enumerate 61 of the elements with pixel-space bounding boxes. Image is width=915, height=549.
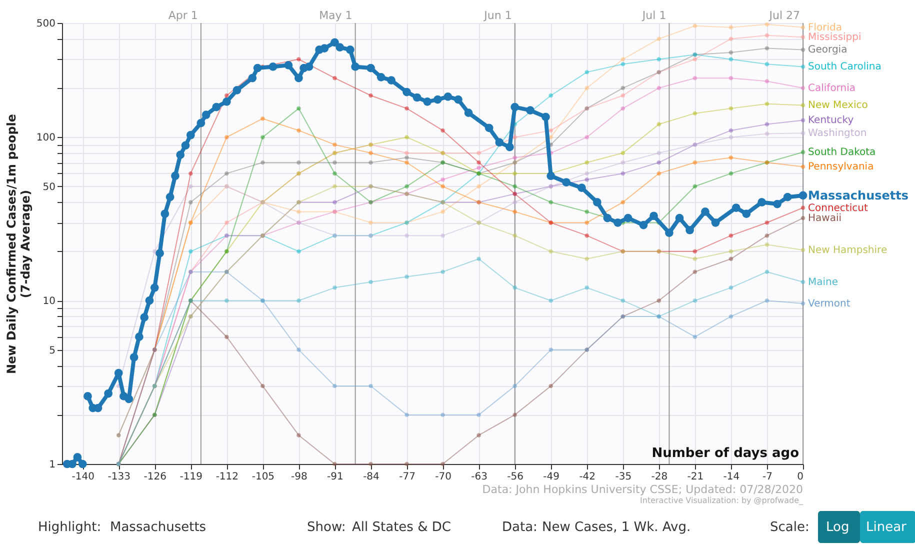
- x-tick-label: -98: [291, 472, 308, 482]
- x-tick-label: -77: [399, 472, 416, 482]
- series-label: Maine: [808, 276, 838, 288]
- series-label: South Dakota: [808, 147, 876, 158]
- x-tick-label: 0: [797, 472, 804, 482]
- text: Show:: [307, 520, 346, 535]
- y-tick-label: 50: [42, 182, 56, 193]
- x-tick-label: -112: [216, 472, 239, 482]
- x-tick-label: -63: [471, 472, 488, 482]
- text: Data: John Hopkins University CSSE; Updated: 07/28/2020: [482, 483, 803, 496]
- x-tick-label: -35: [615, 472, 632, 482]
- text: Highlight:: [38, 520, 102, 535]
- series-label: Hawaii: [808, 213, 842, 224]
- text: Log: [826, 520, 850, 535]
- ref-line-label: Apr 1: [168, 9, 198, 22]
- series-label: Pennsylvania: [808, 162, 874, 173]
- y-axis-title: New Daily Confirmed Cases/1m people (7-day Average): [4, 114, 32, 374]
- ref-line-label: Jun 1: [483, 9, 512, 22]
- y-tick-label: 100: [36, 132, 56, 144]
- text: Linear: [866, 520, 908, 535]
- x-tick-label: -28: [651, 472, 668, 482]
- y-tick-label: 10: [42, 296, 56, 308]
- x-tick-label: -133: [108, 472, 130, 482]
- text: Massachusetts: [110, 520, 206, 535]
- x-axis-title: Number of days ago: [652, 446, 800, 461]
- series-label: Vermont: [808, 298, 850, 310]
- y-tick-label: 500: [36, 18, 56, 30]
- x-tick-label: -140: [72, 472, 94, 482]
- text: Interactive Visualization: by @profwade_: [640, 496, 804, 505]
- series-label: Florida: [808, 22, 842, 34]
- x-tick-label: -70: [435, 472, 452, 482]
- series-label: Connecticut: [808, 202, 868, 214]
- y-tick-label: 5: [49, 345, 56, 356]
- x-tick-label: -91: [327, 472, 344, 482]
- series-label: New Mexico: [808, 100, 868, 112]
- x-tick-label: -21: [687, 472, 704, 482]
- series-label: Kentucky: [808, 115, 854, 126]
- x-tick-label: -105: [252, 472, 275, 482]
- y-tick-label: 1: [49, 460, 56, 470]
- series-label: Georgia: [808, 44, 848, 56]
- text: Scale:: [770, 520, 810, 535]
- text: New Cases, 1 Wk. Avg.: [542, 520, 691, 535]
- series-label: Massachusetts: [808, 188, 909, 202]
- series-label: Mississippi: [808, 32, 862, 44]
- series-label: Washington: [808, 128, 867, 140]
- x-tick-label: -42: [579, 472, 596, 482]
- x-tick-label: -126: [144, 472, 166, 482]
- series-label: South Carolina: [808, 62, 882, 73]
- x-tick-label: -84: [363, 472, 380, 482]
- x-tick-label: -56: [507, 472, 524, 482]
- ref-line-label: Jul 1: [641, 9, 666, 22]
- x-tick-label: -14: [723, 472, 740, 482]
- ref-line-label: Jul 27: [768, 9, 800, 22]
- x-tick-label: -119: [180, 472, 202, 482]
- x-tick-label: -49: [543, 472, 560, 482]
- x-tick-label: -7: [762, 472, 772, 482]
- text: Data:: [502, 520, 538, 535]
- text: All States & DC: [352, 520, 451, 535]
- series-label: California: [808, 83, 856, 94]
- ref-line-label: May 1: [319, 9, 352, 22]
- series-label: New Hampshire: [808, 245, 888, 256]
